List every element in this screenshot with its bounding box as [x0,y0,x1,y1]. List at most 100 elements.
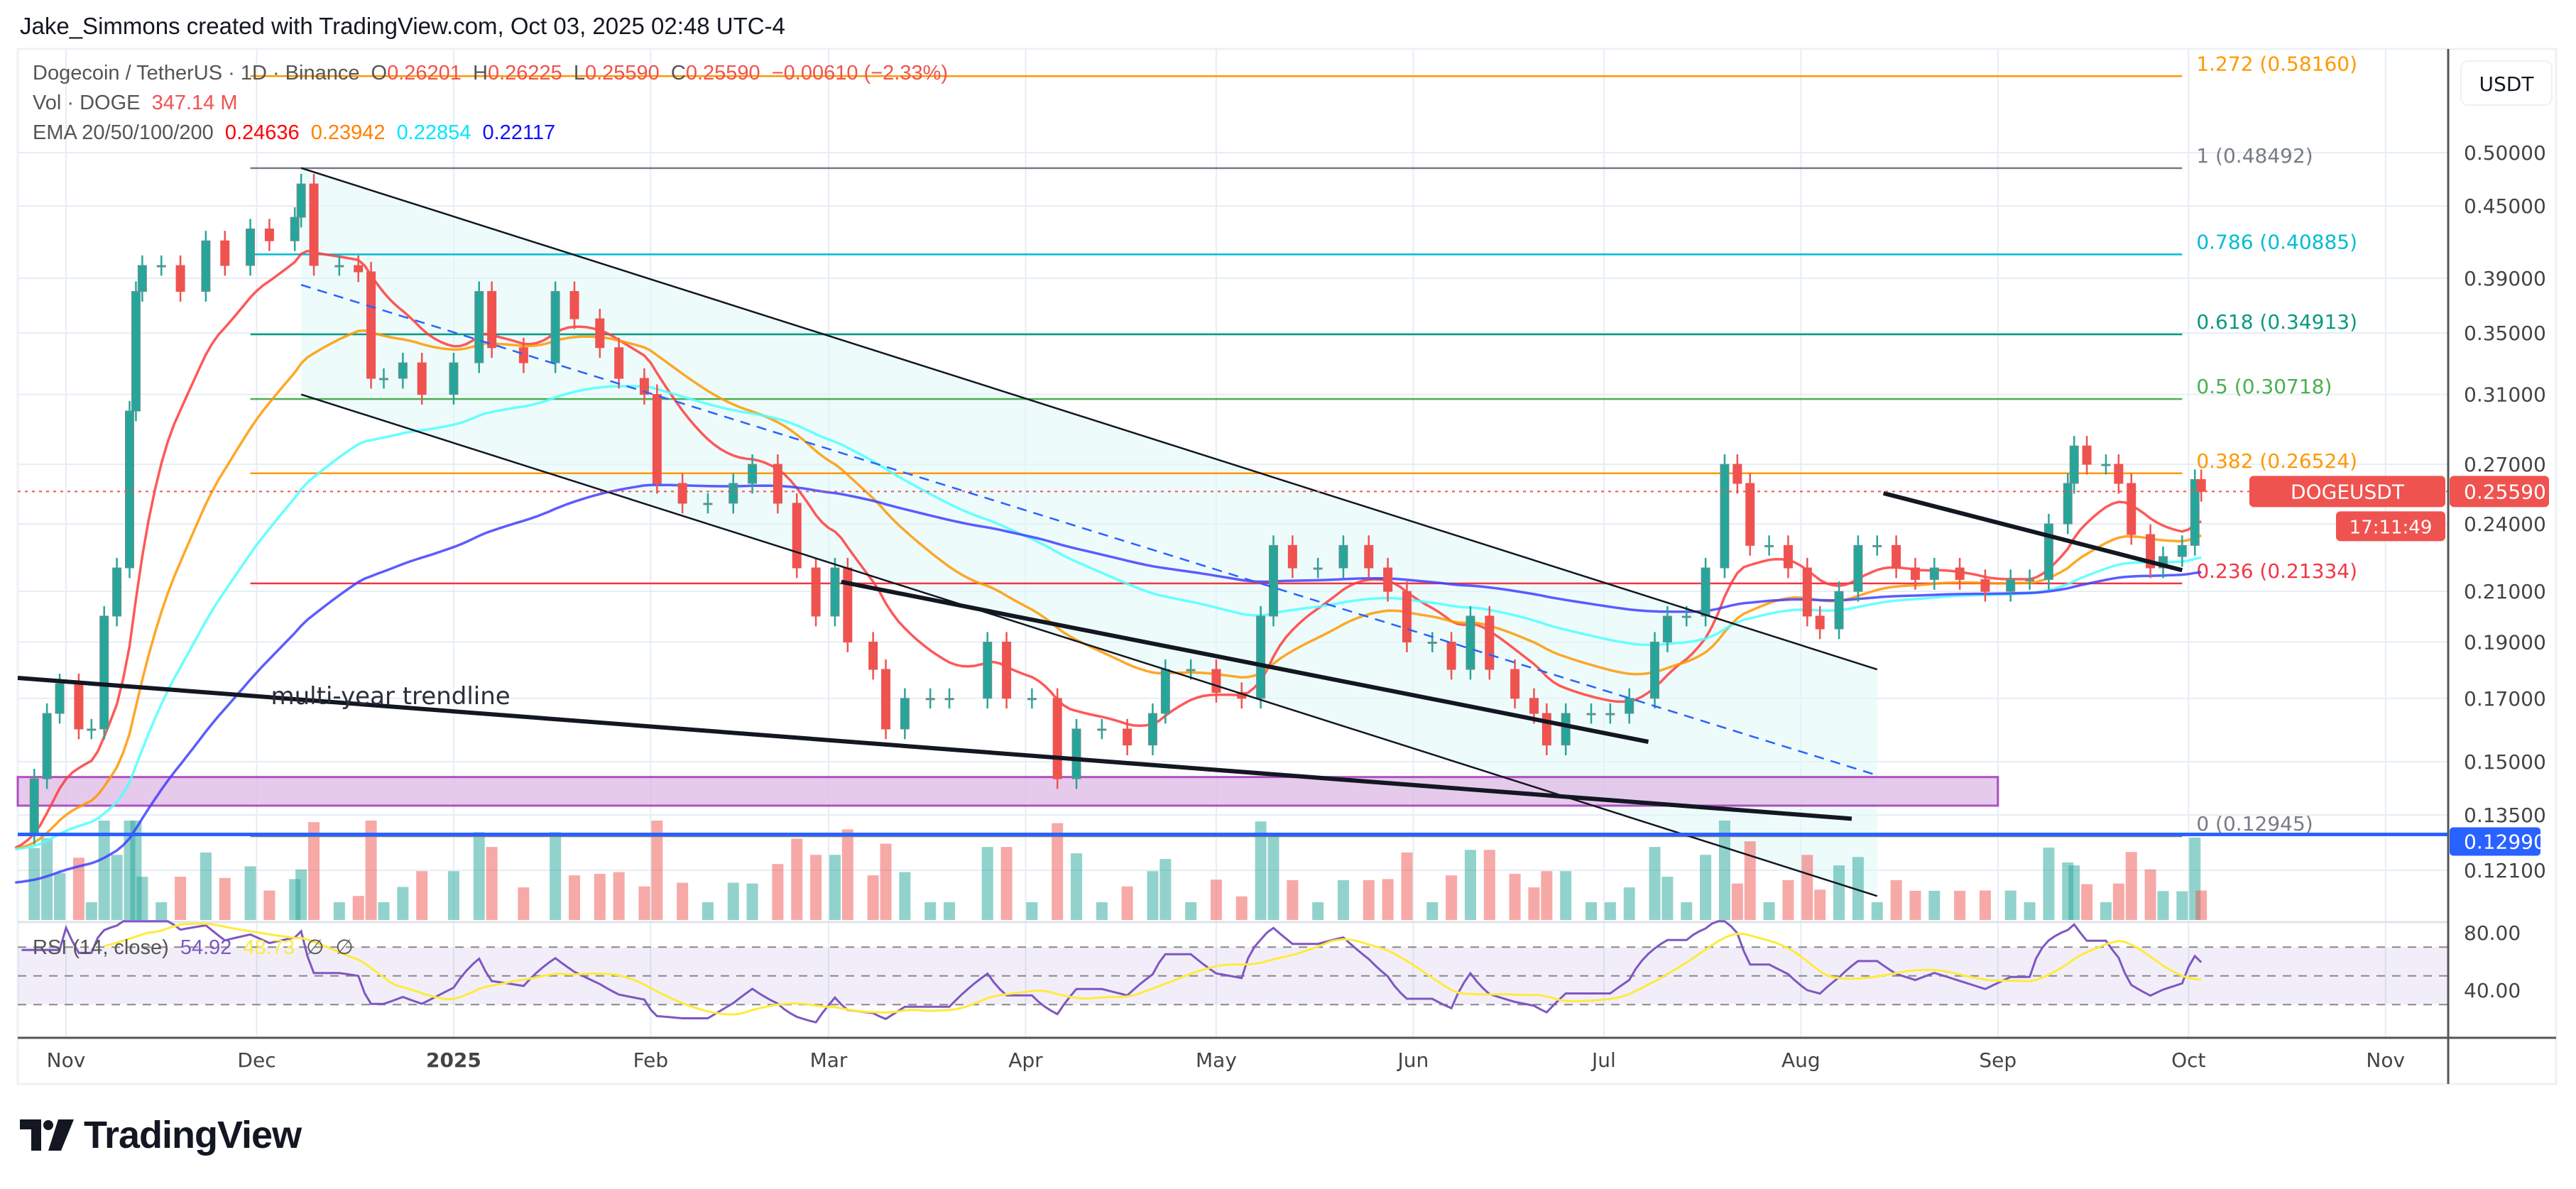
volume-bar [1852,857,1864,920]
time-axis-label: Jun [1397,1048,1429,1072]
price-axis-label: 0.13500 [2464,804,2546,827]
candle-body [1002,642,1012,699]
currency-label: USDT [2479,72,2535,96]
low-label: L [573,62,585,84]
volume-bar [1464,850,1476,920]
candle-body [1929,567,1939,580]
volume-bar [867,875,879,920]
candle-body [569,291,579,319]
bar-countdown-tag [2336,511,2445,542]
candle-body [881,669,891,730]
candle-body [474,291,484,363]
price-axis-label: 0.15000 [2464,750,2546,774]
candle-body [728,483,738,504]
volume-bar [1528,887,1540,920]
symbol-legend[interactable]: Dogecoin / TetherUS · 1D · Binance O0.26… [33,61,954,85]
demand-zone-rectangle[interactable] [16,776,1999,807]
candle-body [1745,483,1755,546]
volume-bar [1363,880,1375,920]
candle-body [1402,591,1412,643]
volume-legend[interactable]: Vol · DOGE 347.14 M [33,91,243,115]
price-axis-label: 0.19000 [2464,631,2546,654]
high-value: 0.26225 [487,62,562,84]
channel-upper-line[interactable] [300,167,1878,671]
volume-bar [1649,847,1661,920]
candle-body [1586,713,1596,716]
candle-body [2006,579,2016,592]
volume-bar [2176,891,2188,920]
close-value: 0.25590 [685,62,760,84]
multi-year-trendline[interactable] [17,676,1852,821]
rsi-label: RSI (14, close) [33,936,169,959]
volume-bar [447,871,459,920]
candle-body [175,265,185,292]
candle-body [1732,464,1742,484]
channel-lower-line[interactable] [300,393,1878,897]
candle-body [1764,544,1774,547]
volume-bar [136,877,148,920]
volume-bar [1979,890,1991,920]
rsi-axis-label: 80.00 [2464,921,2521,945]
trendline-drawings[interactable]: multi-year trendline [17,167,2448,897]
volume-bar [1147,871,1159,920]
candle-body [925,698,935,701]
short-term-trendline[interactable] [1882,491,2183,573]
time-axis-label: Feb [633,1048,669,1072]
ema20-value: 0.24636 [224,121,300,144]
descending-trendline[interactable] [841,579,1649,744]
volume-bar [219,877,231,920]
volume-bar [1026,902,1038,920]
candle-body [398,362,408,379]
candle-body [2196,479,2206,492]
volume-bar [2068,865,2080,920]
volume-label: Vol · DOGE [33,92,141,114]
price-axis-label: 0.50000 [2464,141,2546,165]
time-axis-label: Nov [2366,1048,2405,1072]
volume-bar [810,855,822,920]
change-value: −0.00610 (−2.33%) [771,62,949,84]
symbol-name[interactable]: Dogecoin / TetherUS · 1D · Binance [33,62,360,84]
ema-legend[interactable]: EMA 20/50/100/200 0.24636 0.23942 0.2285… [33,121,561,145]
volume-bar [2100,902,2112,920]
volume-bar [28,848,40,920]
candle-body [379,378,388,380]
volume-bar [702,902,714,920]
candlesticks [29,173,2206,845]
volume-bar [1763,902,1775,920]
candle-body [156,265,166,268]
volume-bar [333,902,345,920]
candle-body [220,240,230,266]
candle-body [703,503,713,505]
rsi-legend[interactable]: RSI (14, close) 54.92 48.73 ∅ ∅ [33,936,359,960]
fib-level-label: 0.786 (0.40885) [2196,230,2357,253]
candle-body [1541,713,1551,746]
price-axis-label: 0.39000 [2464,267,2546,290]
channel-fill [301,168,1877,897]
volume-bar [72,857,84,920]
candle-body [1485,615,1495,670]
candle-body [1650,642,1659,699]
last-price-value: 0.25590 [2464,480,2546,503]
volume-bar [1623,887,1635,920]
volume-bar [746,883,758,920]
price-axis-label: 0.27000 [2464,453,2546,476]
candle-body [1529,698,1539,714]
candle-body [1701,567,1710,617]
candle-body [614,347,624,379]
tradingview-logo[interactable]: TradingView [20,1113,302,1157]
volume-bar [1052,823,1064,920]
ema100-value: 0.22854 [396,121,471,144]
volume-bar [1700,855,1712,920]
volume-bar [677,882,689,920]
candle-body [2190,479,2200,546]
candle-body [131,291,141,412]
currency-button[interactable] [2460,60,2553,106]
rsi-axis-label: 40.00 [2464,979,2521,1002]
channel-midline[interactable] [300,284,1878,777]
candle-body [290,217,300,241]
candle-body [487,291,497,349]
tradingview-logo-text: TradingView [84,1114,302,1156]
price-axis-label: 0.17000 [2464,687,2546,711]
volume-bar [791,838,803,920]
